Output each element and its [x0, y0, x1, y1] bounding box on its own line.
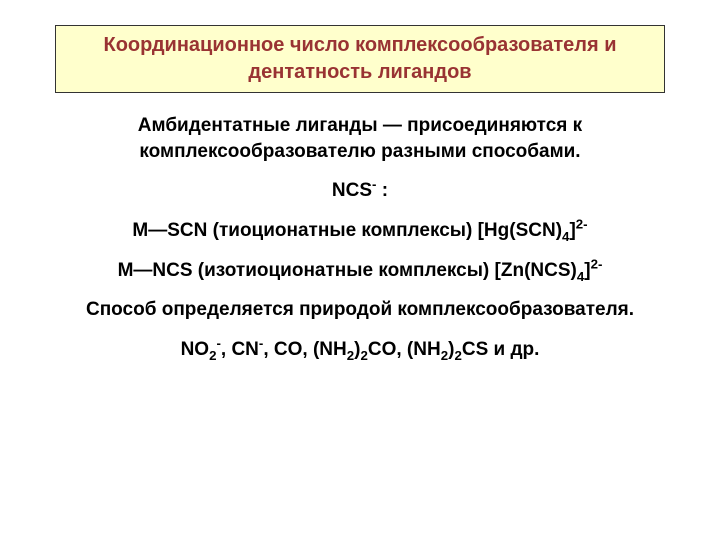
mscn-left: М—SCN (тиоционатные комплексы) [Hg(SCN) [132, 220, 562, 241]
mncs-left: М—NCS (изотиоционатные комплексы) [Zn(NC… [118, 260, 577, 281]
mncs-super: 2- [591, 256, 603, 271]
ex-s5sub: 2 [441, 348, 448, 363]
ex-s7: CS и др. [462, 339, 540, 360]
mscn-super: 2- [576, 217, 588, 232]
slide: Координационное число комплексообразоват… [0, 0, 720, 362]
mncs-line: М—NCS (изотиоционатные комплексы) [Zn(NC… [75, 258, 645, 284]
ex-s3: , CO, (NH [263, 339, 346, 360]
body-content: Амбидентатные лиганды — присоединяются к… [20, 113, 700, 362]
ex-s1: NO [181, 339, 210, 360]
title-box: Координационное число комплексообразоват… [55, 25, 665, 93]
intro-paragraph: Амбидентатные лиганды — присоединяются к… [75, 113, 645, 164]
method-text: Способ определяется природой комплексооб… [86, 299, 634, 320]
ex-s2: , CN [221, 339, 259, 360]
ncs-prefix: NCS [332, 180, 372, 201]
ex-s6sub: 2 [454, 348, 461, 363]
ex-s5: CO, (NH [368, 339, 441, 360]
method-paragraph: Способ определяется природой комплексооб… [75, 297, 645, 323]
ncs-heading: NCS- : [75, 178, 645, 204]
mscn-line: М—SCN (тиоционатные комплексы) [Hg(SCN)4… [75, 218, 645, 244]
ncs-suffix: : [376, 180, 388, 201]
title-text: Координационное число комплексообразоват… [104, 34, 617, 83]
ex-s4sub: 2 [360, 348, 367, 363]
intro-text: Амбидентатные лиганды — присоединяются к… [138, 115, 582, 162]
examples-line: NO2-, CN-, CO, (NH2)2CO, (NH2)2CS и др. [75, 337, 645, 363]
